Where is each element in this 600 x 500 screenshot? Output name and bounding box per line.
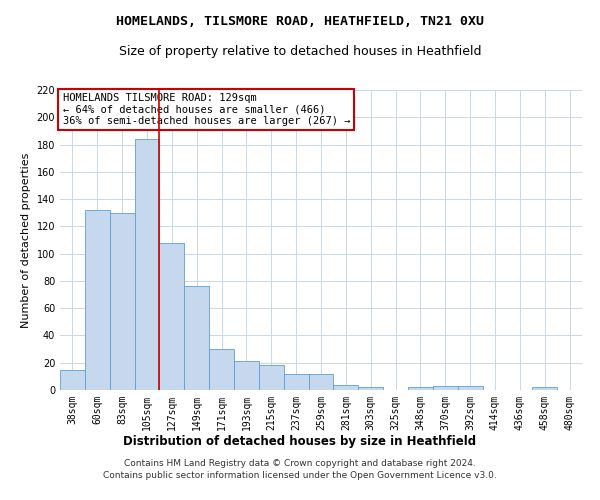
Bar [433, 386, 458, 390]
Bar [259, 366, 284, 390]
Bar [184, 286, 209, 390]
Text: Contains HM Land Registry data © Crown copyright and database right 2024.
Contai: Contains HM Land Registry data © Crown c… [103, 458, 497, 480]
Y-axis label: Number of detached properties: Number of detached properties [21, 152, 31, 328]
Text: HOMELANDS, TILSMORE ROAD, HEATHFIELD, TN21 0XU: HOMELANDS, TILSMORE ROAD, HEATHFIELD, TN… [116, 15, 484, 28]
Bar [532, 388, 557, 390]
Text: Size of property relative to detached houses in Heathfield: Size of property relative to detached ho… [119, 45, 481, 58]
Bar [110, 212, 134, 390]
Bar [160, 242, 184, 390]
Text: Distribution of detached houses by size in Heathfield: Distribution of detached houses by size … [124, 435, 476, 448]
Bar [60, 370, 85, 390]
Bar [209, 349, 234, 390]
Bar [308, 374, 334, 390]
Bar [408, 388, 433, 390]
Bar [234, 362, 259, 390]
Bar [85, 210, 110, 390]
Bar [284, 374, 308, 390]
Bar [358, 388, 383, 390]
Bar [334, 384, 358, 390]
Bar [458, 386, 482, 390]
Bar [134, 139, 160, 390]
Text: HOMELANDS TILSMORE ROAD: 129sqm
← 64% of detached houses are smaller (466)
36% o: HOMELANDS TILSMORE ROAD: 129sqm ← 64% of… [62, 93, 350, 126]
